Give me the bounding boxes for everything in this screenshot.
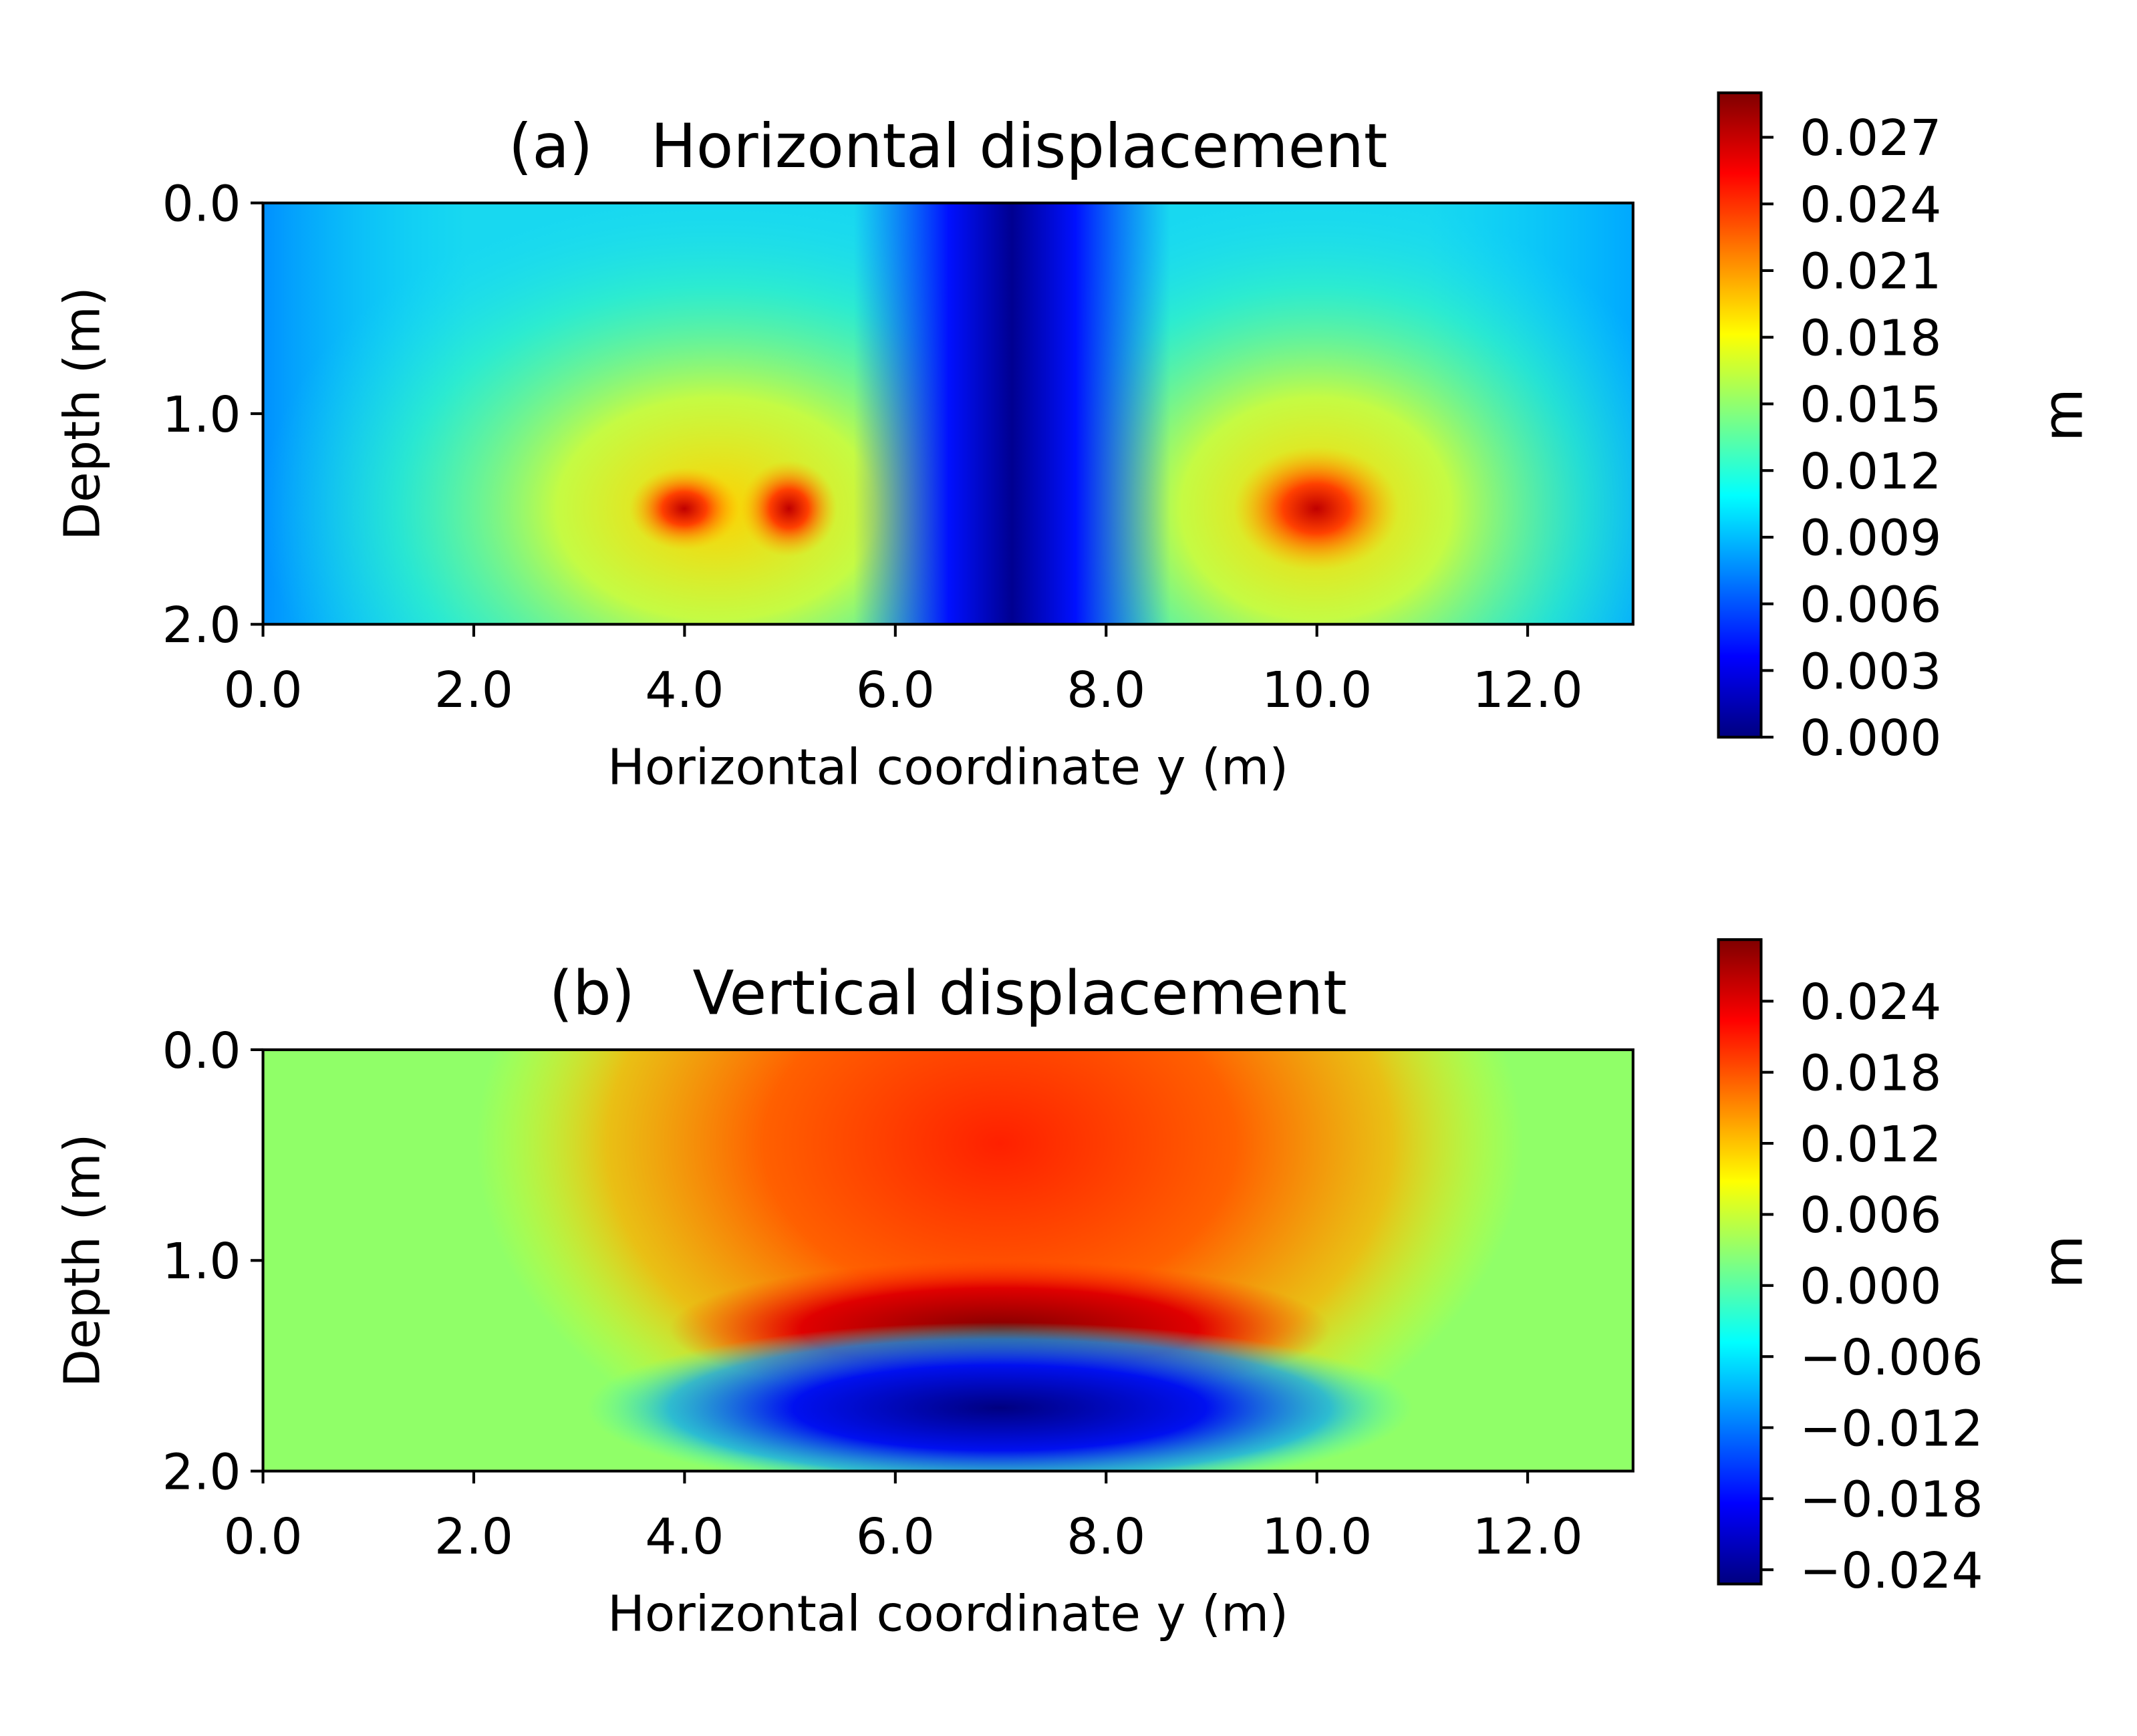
x-tick-label: 10.0 (1262, 1508, 1372, 1566)
colorbar-tick-label: 0.000 (1800, 1258, 1941, 1316)
colorbar-tick-label: 0.000 (1800, 710, 1941, 767)
x-tick-label: 8.0 (1066, 1508, 1145, 1566)
x-tick-label: 8.0 (1066, 662, 1145, 719)
colorbar-tick-label: −0.012 (1800, 1400, 1983, 1457)
x-tick-label: 6.0 (856, 662, 935, 719)
x-tick-label: 0.0 (224, 662, 303, 719)
x-tick-label: 2.0 (434, 1508, 513, 1566)
x-tick-label: 6.0 (856, 1508, 935, 1566)
x-tick-label: 10.0 (1262, 662, 1372, 719)
x-tick-label: 4.0 (645, 662, 724, 719)
colorbar-tick-label: 0.027 (1800, 110, 1941, 167)
colorbar-tick-label: 0.018 (1800, 1044, 1941, 1102)
colorbar (1717, 938, 1763, 1586)
x-tick-label: 4.0 (645, 1508, 724, 1566)
chart-title: (a) Horizontal displacement (509, 112, 1387, 182)
colorbar-tick-label: 0.006 (1800, 577, 1941, 634)
colorbar-tick-label: 0.003 (1800, 643, 1941, 700)
y-axis-label: Depth (m) (53, 1133, 111, 1387)
colorbar-tick-label: 0.015 (1800, 376, 1941, 434)
y-axis-label: Depth (m) (53, 287, 111, 541)
colorbar-tick-label: 0.012 (1800, 1116, 1941, 1173)
colorbar (1717, 91, 1763, 739)
field-b (263, 1049, 1633, 1471)
x-axis-label: Horizontal coordinate y (m) (607, 738, 1288, 796)
colorbar-tick-label: 0.009 (1800, 510, 1941, 567)
colorbar-label: m (2031, 1235, 2096, 1288)
x-tick-label: 2.0 (434, 662, 513, 719)
y-tick-label: 0.0 (162, 176, 241, 233)
y-tick-label: 2.0 (162, 1443, 241, 1501)
colorbar-tick-label: −0.018 (1800, 1471, 1983, 1529)
colorbar-tick-label: −0.024 (1800, 1542, 1983, 1600)
x-tick-label: 12.0 (1473, 662, 1583, 719)
x-tick-label: 0.0 (224, 1508, 303, 1566)
x-tick-label: 12.0 (1473, 1508, 1583, 1566)
y-tick-label: 1.0 (162, 1233, 241, 1290)
y-tick-label: 1.0 (162, 386, 241, 444)
colorbar-tick-label: 0.024 (1800, 176, 1941, 234)
colorbar-tick-label: 0.012 (1800, 443, 1941, 500)
colorbar-tick-label: 0.018 (1800, 309, 1941, 367)
colorbar-tick-label: 0.006 (1800, 1187, 1941, 1244)
chart-title: (b) Vertical displacement (549, 958, 1347, 1028)
colorbar-tick-label: 0.024 (1800, 974, 1941, 1031)
colorbar-tick-label: −0.006 (1800, 1329, 1983, 1387)
colorbar-label: m (2031, 388, 2096, 442)
x-axis-label: Horizontal coordinate y (m) (607, 1586, 1288, 1643)
colorbar-tick-label: 0.021 (1800, 243, 1941, 301)
y-tick-label: 0.0 (162, 1022, 241, 1080)
field-a (263, 202, 1633, 625)
y-tick-label: 2.0 (162, 597, 241, 654)
